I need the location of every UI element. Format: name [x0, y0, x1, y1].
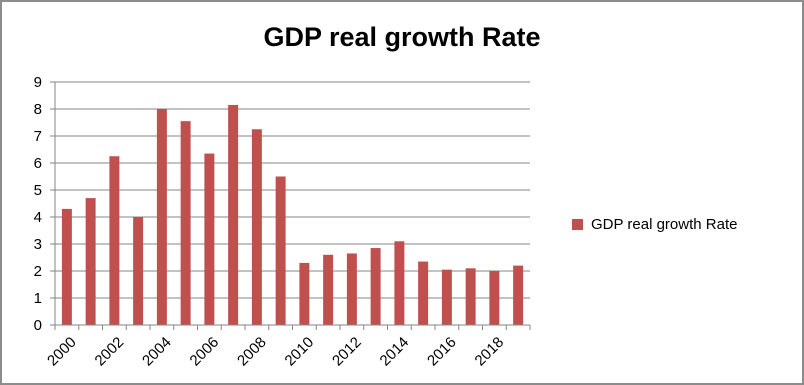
legend-swatch	[572, 219, 583, 230]
bar-2010	[299, 262, 310, 325]
bar-2009	[275, 176, 286, 325]
bar-2008	[251, 129, 262, 325]
bar-2001	[85, 198, 96, 325]
x-tick-label: 2012	[329, 334, 365, 370]
y-tick-label: 5	[34, 182, 42, 199]
y-tick-label: 7	[34, 128, 42, 145]
legend: GDP real growth Rate	[572, 216, 737, 233]
bar-2006	[204, 153, 215, 325]
bar-2005	[180, 121, 191, 326]
bar-2017	[465, 268, 476, 325]
bar-2011	[323, 254, 334, 325]
bar-2013	[370, 248, 381, 325]
bar-series	[61, 104, 524, 326]
y-tick-label: 9	[34, 74, 42, 91]
x-tick-label: 2004	[139, 334, 175, 370]
bar-2004	[156, 109, 167, 325]
bar-2007	[228, 104, 239, 325]
x-tick-label: 2000	[44, 334, 80, 370]
x-tick-label: 2006	[187, 334, 223, 370]
y-tick-label: 1	[34, 290, 42, 307]
y-tick-label: 0	[34, 317, 42, 334]
y-tick-label: 8	[34, 101, 42, 118]
bar-2003	[133, 217, 144, 325]
x-tick-label: 2010	[282, 334, 318, 370]
legend-label: GDP real growth Rate	[591, 216, 738, 233]
bar-2002	[109, 156, 120, 325]
bar-2018	[489, 271, 500, 325]
x-axis-tick-labels: 2000 2002 2004 2006 2008 2010 2012 2014 2016 2018	[44, 334, 507, 370]
gridlines	[50, 81, 530, 326]
y-tick-label: 4	[34, 209, 42, 226]
y-tick-label: 2	[34, 263, 42, 280]
y-tick-label: 3	[34, 236, 42, 253]
bar-2012	[346, 253, 357, 325]
axes	[54, 82, 531, 330]
x-tick-label: 2008	[234, 334, 270, 370]
bar-2019	[513, 265, 524, 325]
bar-2014	[394, 241, 405, 325]
bar-2015	[418, 261, 429, 325]
y-tick-label: 6	[34, 155, 42, 172]
x-tick-label: 2016	[424, 334, 460, 370]
chart-title: GDP real growth Rate	[263, 22, 541, 52]
x-tick-label: 2014	[377, 334, 413, 370]
x-tick-label: 2002	[92, 334, 128, 370]
bar-2016	[441, 269, 452, 325]
y-axis-tick-labels: 0 1 2 3 4 5 6 7 8 9	[34, 74, 42, 334]
bar-2000	[61, 208, 72, 325]
x-tick-label: 2018	[472, 334, 508, 370]
